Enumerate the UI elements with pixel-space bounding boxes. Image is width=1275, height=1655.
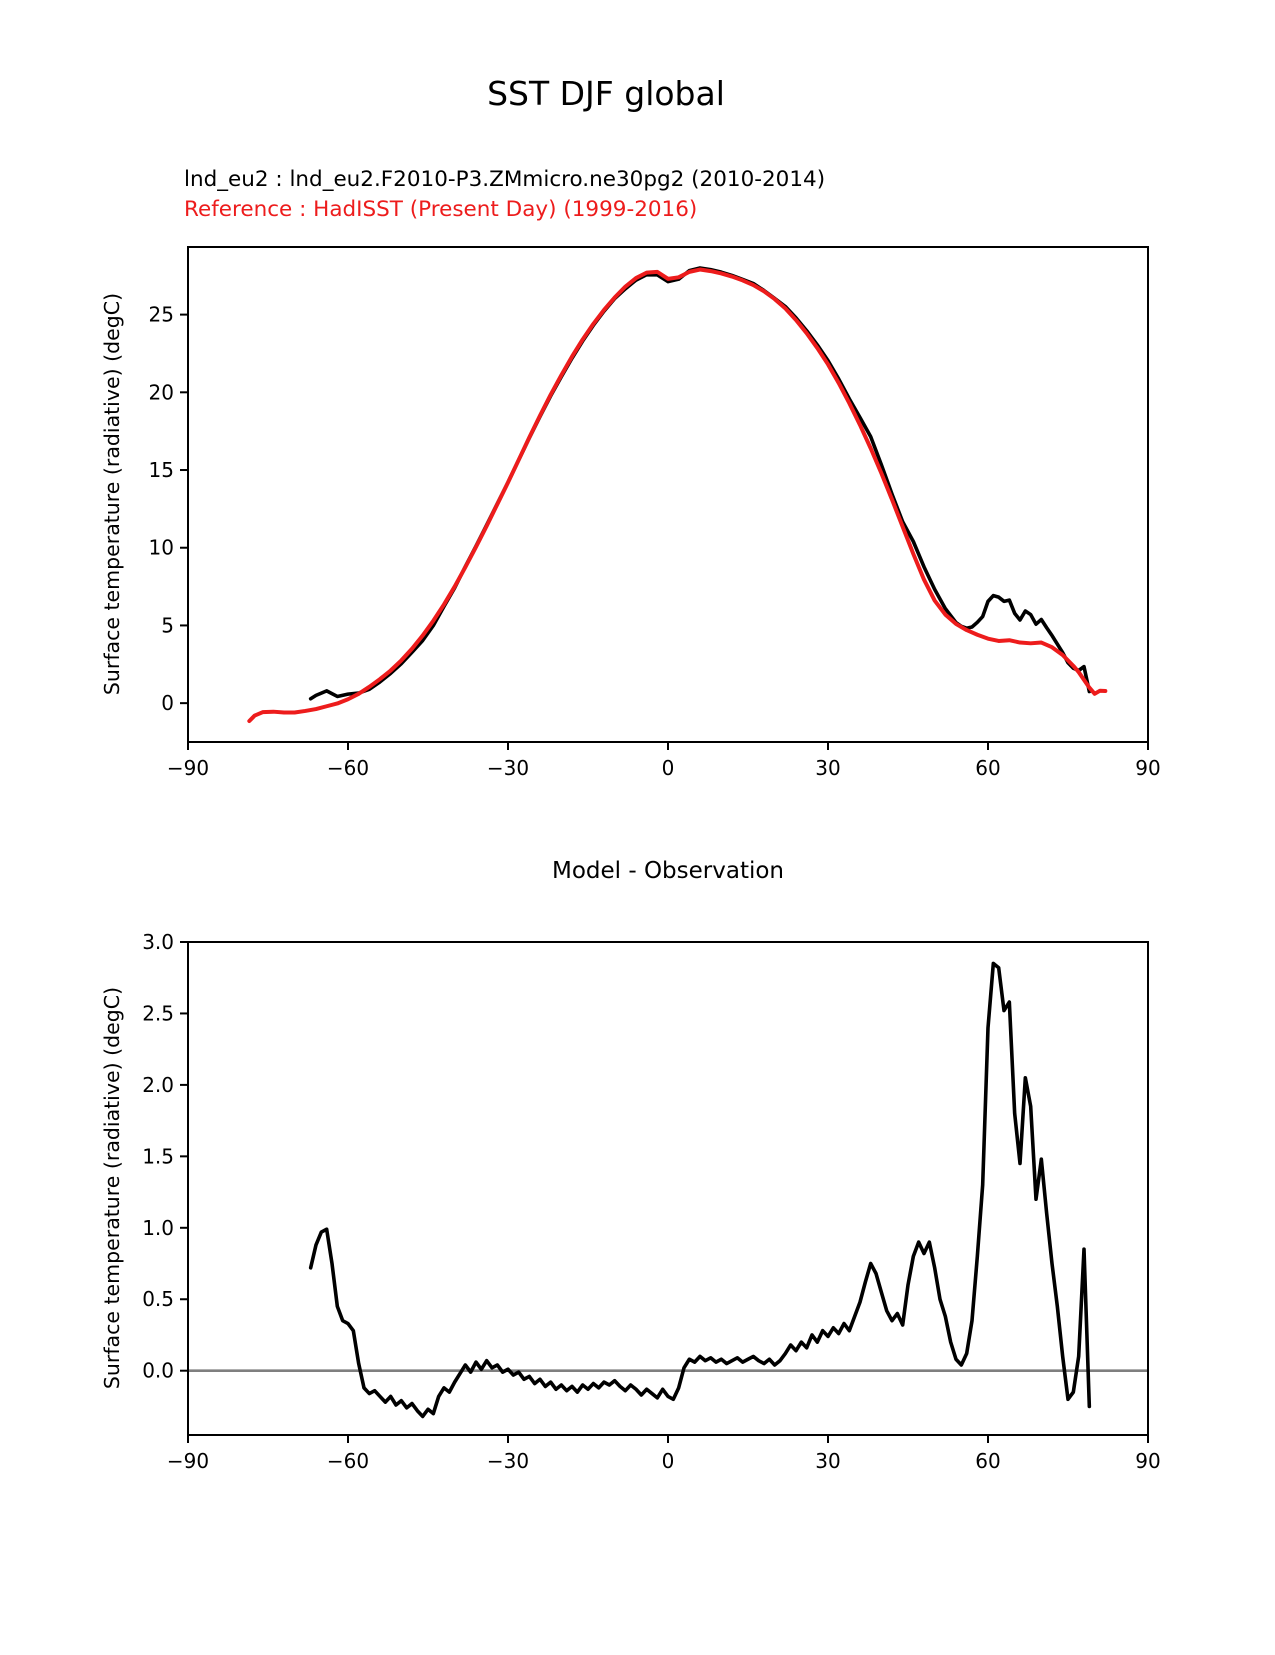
x-tick-label: 0 bbox=[662, 1449, 675, 1473]
model-legend-label: lnd_eu2 : lnd_eu2.F2010-P3.ZMmicro.ne30p… bbox=[184, 167, 825, 192]
y-tick-label: 0.0 bbox=[142, 1359, 174, 1383]
y-tick-label: 3.0 bbox=[142, 930, 174, 954]
x-tick-label: 60 bbox=[975, 1449, 1000, 1473]
y-tick-label: 25 bbox=[149, 303, 174, 327]
y-tick-label: 2.5 bbox=[142, 1001, 174, 1025]
y-tick-label: 15 bbox=[149, 458, 174, 482]
x-tick-label: −90 bbox=[167, 1449, 209, 1473]
x-tick-label: 90 bbox=[1135, 756, 1160, 780]
x-tick-label: 90 bbox=[1135, 1449, 1160, 1473]
y-tick-label: 20 bbox=[149, 380, 174, 404]
y-tick-label: 5 bbox=[161, 613, 174, 637]
x-tick-label: 30 bbox=[815, 756, 840, 780]
x-tick-label: −30 bbox=[487, 1449, 529, 1473]
x-tick-label: 60 bbox=[975, 756, 1000, 780]
y-tick-label: 1.5 bbox=[142, 1144, 174, 1168]
bottom-plot-title: Model - Observation bbox=[552, 858, 784, 884]
y-tick-label: 0.5 bbox=[142, 1287, 174, 1311]
y-axis-label-top: Surface temperature (radiative) (degC) bbox=[100, 293, 124, 695]
x-tick-label: −60 bbox=[327, 756, 369, 780]
figure-title: SST DJF global bbox=[487, 74, 725, 113]
x-tick-label: 30 bbox=[815, 1449, 840, 1473]
x-tick-label: −90 bbox=[167, 756, 209, 780]
top-plot: −90 −60 −30 0 30 60 90 0 5 10 15 20 25 bbox=[149, 246, 1161, 780]
x-tick-label: −60 bbox=[327, 1449, 369, 1473]
x-tick-label: −30 bbox=[487, 756, 529, 780]
reference-line bbox=[247, 267, 1108, 724]
y-tick-label: 2.0 bbox=[142, 1073, 174, 1097]
axes-spines bbox=[187, 941, 1149, 1436]
axes-spines bbox=[187, 246, 1149, 743]
y-tick-label: 0 bbox=[161, 691, 174, 715]
y-axis-label-bottom: Surface temperature (radiative) (degC) bbox=[100, 987, 124, 1389]
y-tick-label: 10 bbox=[149, 536, 174, 560]
y-tick-label: 1.0 bbox=[142, 1216, 174, 1240]
x-tick-label: 0 bbox=[662, 756, 675, 780]
bottom-plot: −90 −60 −30 0 30 60 90 0.0 0.5 1.0 1.5 2.0 2.5 3.0 bbox=[142, 930, 1161, 1473]
difference-line bbox=[308, 961, 1092, 1419]
reference-legend-label: Reference : HadISST (Present Day) (1999-… bbox=[184, 197, 697, 222]
